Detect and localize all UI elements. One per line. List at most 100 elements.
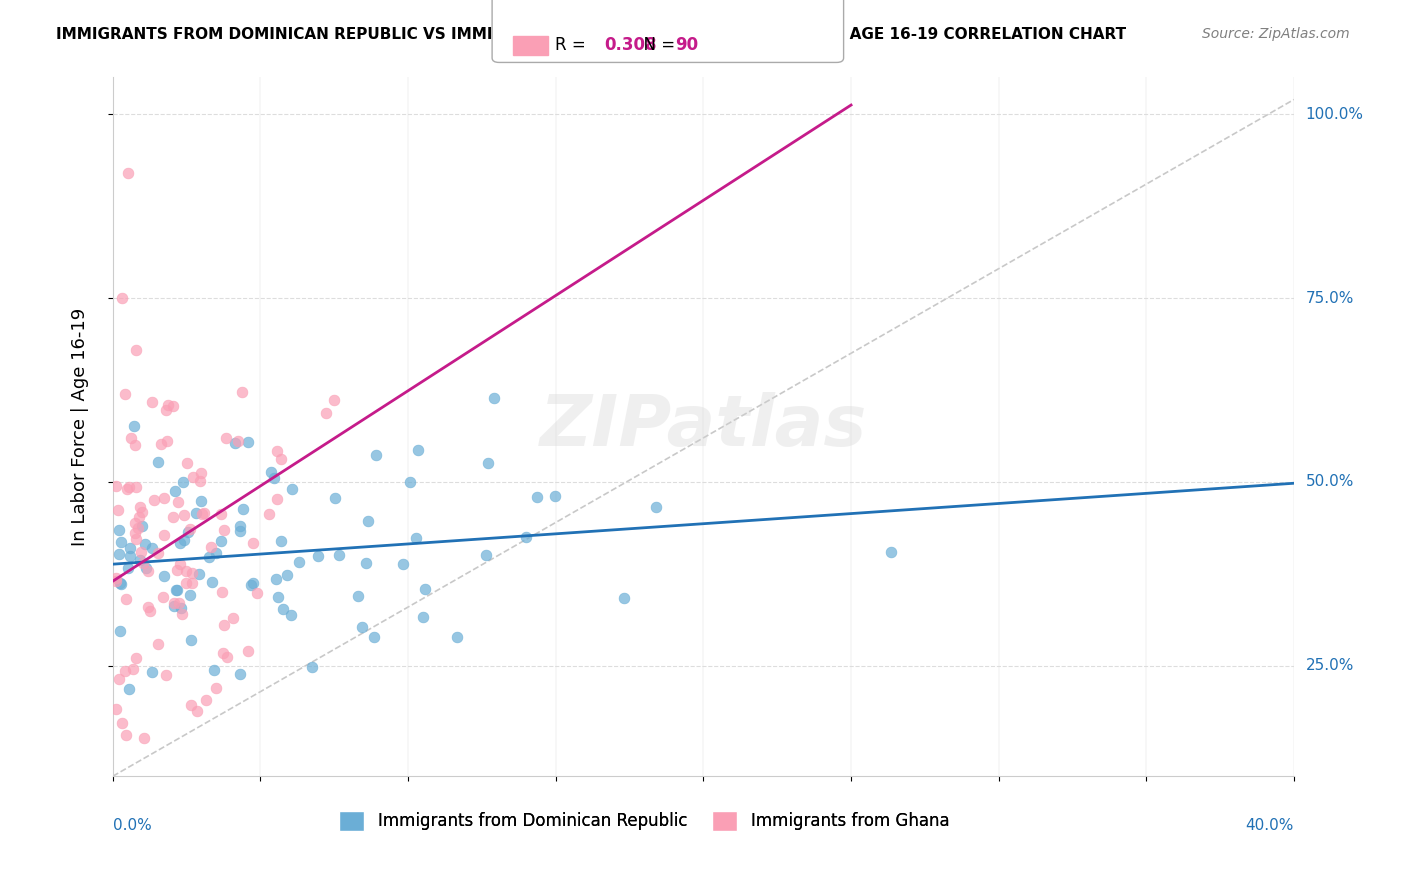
Point	[131, 556, 153, 570]
Point	[613, 591, 636, 605]
Point	[266, 492, 288, 507]
Point	[271, 601, 294, 615]
Point	[212, 618, 235, 632]
Point	[214, 431, 236, 445]
Point	[110, 577, 132, 591]
Point	[127, 521, 149, 535]
Point	[236, 643, 259, 657]
Point	[222, 611, 245, 625]
Point	[125, 650, 148, 665]
Point	[406, 442, 429, 457]
Point	[205, 546, 228, 560]
Point	[114, 665, 136, 679]
Text: IMMIGRANTS FROM DOMINICAN REPUBLIC VS IMMIGRANTS FROM GHANA IN LABOR FORCE | AGE: IMMIGRANTS FROM DOMINICAN REPUBLIC VS IM…	[56, 27, 1126, 43]
Point	[229, 524, 252, 538]
Point	[163, 599, 186, 614]
Point	[156, 434, 179, 448]
Point	[129, 552, 152, 566]
Point	[190, 467, 212, 481]
Point	[346, 590, 368, 604]
Point	[132, 731, 155, 745]
Point	[150, 437, 173, 451]
Text: 75.0%: 75.0%	[1306, 291, 1354, 306]
Point	[526, 490, 548, 504]
Text: 90: 90	[675, 37, 697, 54]
Point	[172, 475, 194, 489]
Point	[212, 523, 235, 537]
Text: 50.0%: 50.0%	[1306, 475, 1354, 490]
Point	[107, 547, 129, 561]
Point	[179, 522, 201, 536]
Point	[166, 583, 188, 598]
Point	[412, 610, 434, 624]
Point	[111, 291, 134, 305]
Point	[229, 666, 252, 681]
Point	[307, 549, 329, 563]
Point	[114, 386, 136, 401]
Point	[323, 491, 346, 506]
Point	[131, 505, 153, 519]
Point	[366, 448, 388, 462]
Point	[131, 518, 153, 533]
Point	[108, 673, 131, 687]
Point	[153, 528, 176, 542]
Point	[415, 582, 437, 596]
Point	[201, 575, 224, 590]
Point	[212, 646, 235, 660]
Point	[129, 500, 152, 514]
Point	[186, 704, 208, 718]
Point	[128, 509, 150, 524]
Point	[515, 530, 537, 544]
Point	[174, 575, 197, 590]
Point	[183, 470, 205, 484]
Legend: Immigrants from Dominican Republic, Immigrants from Ghana: Immigrants from Dominican Republic, Immi…	[333, 804, 956, 838]
Point	[125, 480, 148, 494]
Point	[141, 665, 163, 679]
Point	[118, 682, 141, 697]
Point	[179, 588, 201, 602]
Point	[544, 489, 567, 503]
Point	[232, 501, 254, 516]
Point	[169, 535, 191, 549]
Point	[209, 534, 232, 549]
Text: ZIPatlas: ZIPatlas	[540, 392, 868, 461]
Point	[162, 510, 184, 524]
Point	[105, 479, 128, 493]
Point	[270, 534, 292, 549]
Point	[209, 508, 232, 522]
Point	[136, 564, 159, 578]
Point	[153, 569, 176, 583]
Point	[135, 561, 157, 575]
Point	[163, 483, 186, 498]
Point	[176, 456, 198, 470]
Point	[315, 406, 337, 420]
Point	[117, 482, 139, 496]
Point	[134, 537, 156, 551]
Point	[117, 561, 139, 575]
Point	[166, 562, 188, 576]
Point	[177, 524, 200, 539]
Text: R =: R =	[555, 37, 592, 54]
Point	[111, 716, 134, 731]
Point	[211, 585, 233, 599]
Point	[880, 544, 903, 558]
Point	[152, 491, 174, 505]
Point	[146, 455, 169, 469]
Point	[181, 575, 204, 590]
Point	[246, 586, 269, 600]
Point	[157, 398, 180, 412]
Point	[104, 574, 127, 588]
Point	[391, 558, 413, 572]
Point	[124, 418, 146, 433]
Point	[180, 698, 202, 712]
Point	[167, 596, 190, 610]
Point	[191, 507, 214, 521]
Text: 100.0%: 100.0%	[1306, 107, 1364, 121]
Point	[405, 531, 427, 545]
Point	[118, 479, 141, 493]
Point	[148, 546, 170, 560]
Point	[107, 503, 129, 517]
Point	[264, 572, 287, 586]
Point	[120, 431, 142, 445]
Point	[136, 599, 159, 614]
